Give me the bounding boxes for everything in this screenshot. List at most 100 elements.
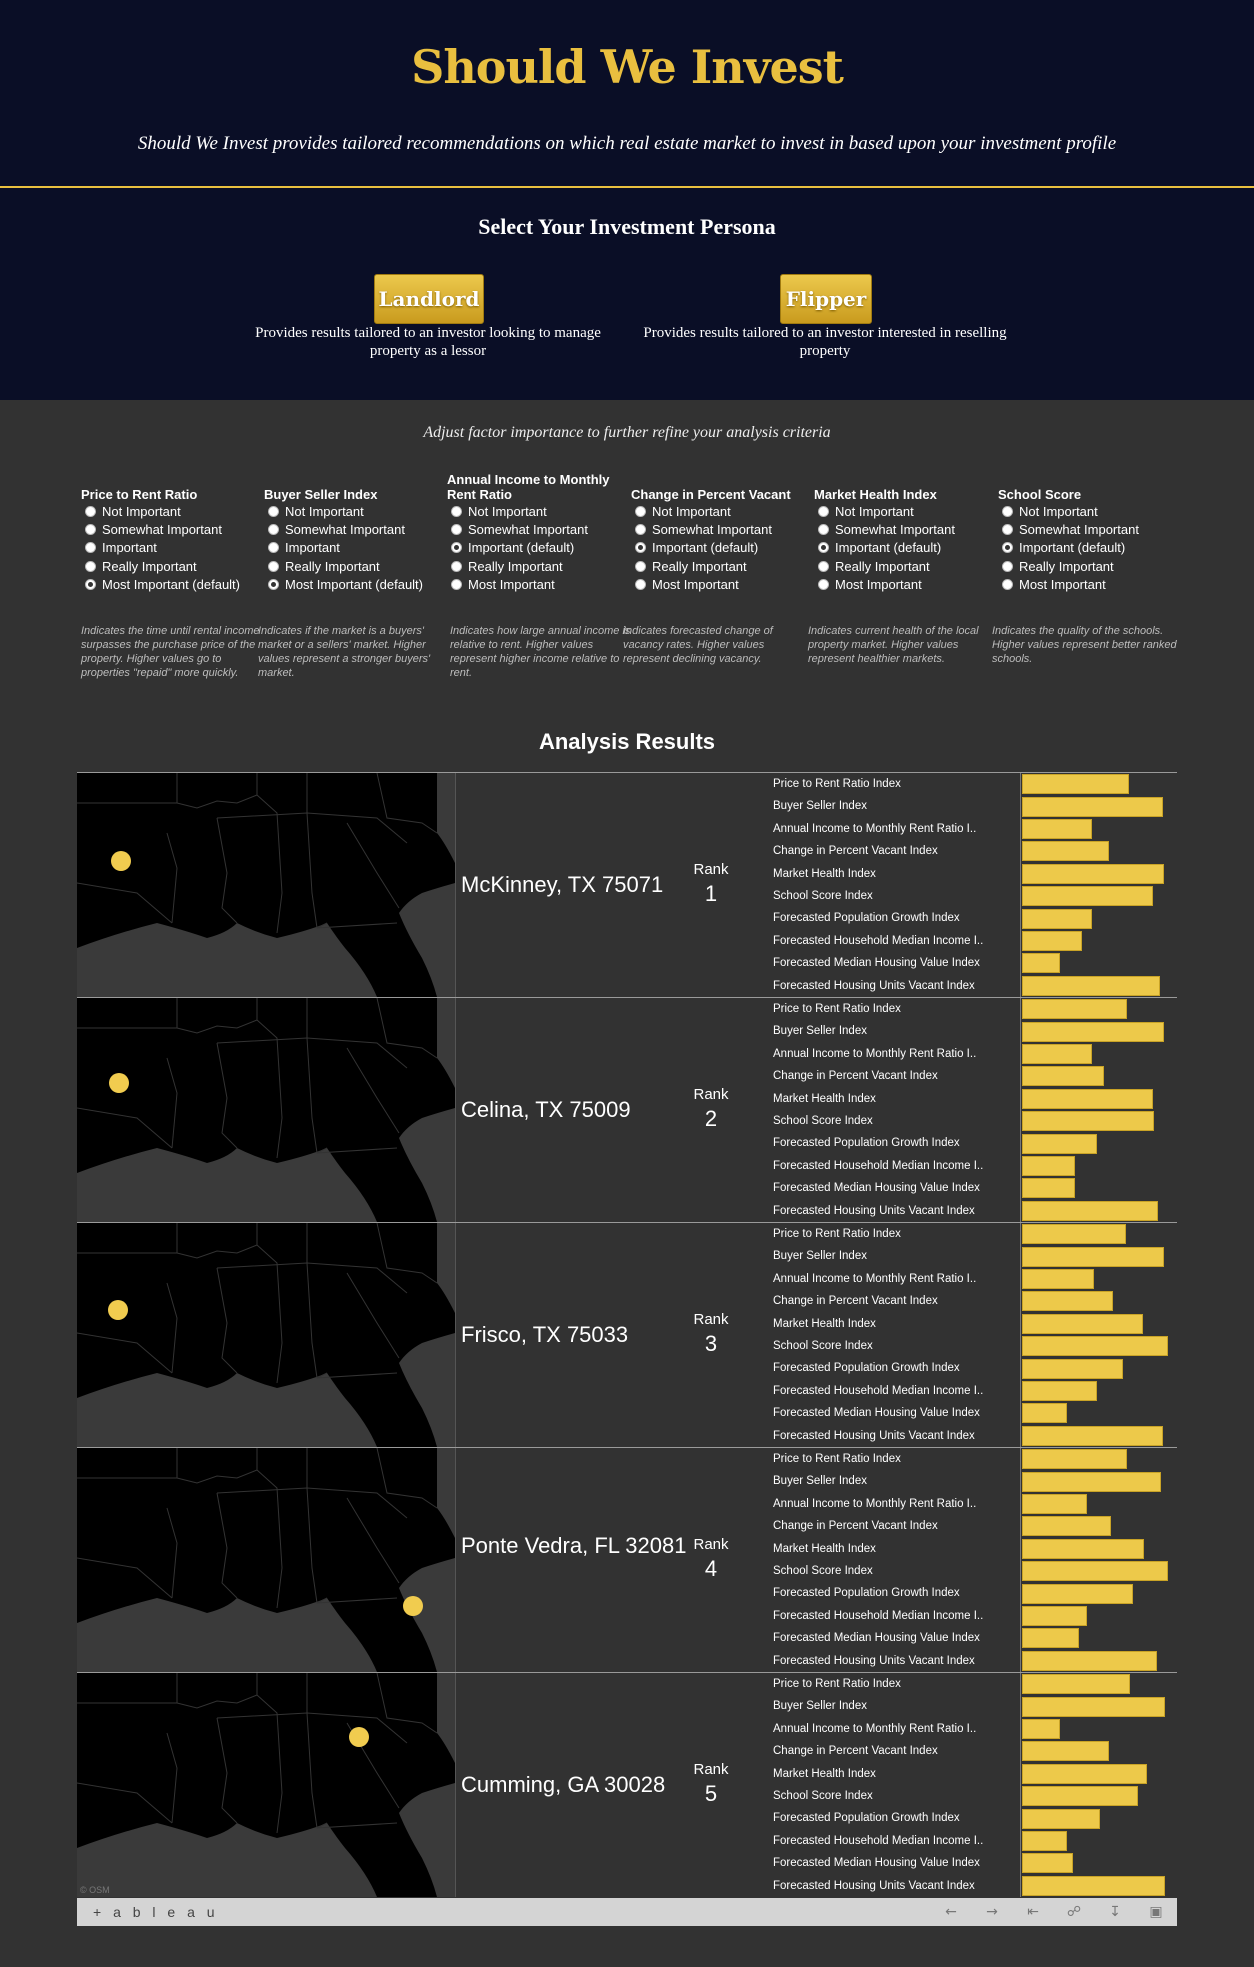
undo-icon[interactable]: ← <box>945 1904 957 1920</box>
radio-button[interactable] <box>268 505 279 517</box>
factor-option[interactable]: Not Important <box>268 502 444 520</box>
metric-bar[interactable] <box>1022 1044 1092 1064</box>
metric-bar[interactable] <box>1022 1674 1130 1695</box>
factor-option[interactable]: Really Important <box>818 557 994 575</box>
metric-bar[interactable] <box>1022 1516 1111 1537</box>
radio-button[interactable] <box>635 560 646 572</box>
metric-bar[interactable] <box>1022 1088 1153 1109</box>
metric-bar[interactable] <box>1022 1786 1138 1807</box>
radio-button[interactable] <box>451 524 462 536</box>
metric-bar[interactable] <box>1022 1494 1087 1514</box>
factor-option[interactable]: Important <box>268 539 444 557</box>
radio-button[interactable] <box>85 579 96 591</box>
metric-bar[interactable] <box>1022 1178 1075 1199</box>
result-row[interactable]: © OSM Cumming, GA 30028 Rank 5 Price to Rent… <box>77 1672 1177 1897</box>
metric-bar[interactable] <box>1022 1831 1067 1851</box>
result-map[interactable]: © OSM <box>77 1673 456 1897</box>
radio-button[interactable] <box>818 579 829 591</box>
metric-bar[interactable] <box>1022 1696 1165 1717</box>
metric-bar[interactable] <box>1022 1133 1097 1154</box>
metric-bar[interactable] <box>1022 1650 1157 1671</box>
metric-bar[interactable] <box>1022 1425 1163 1446</box>
factor-option[interactable]: Not Important <box>85 502 261 520</box>
factor-option[interactable]: Really Important <box>268 557 444 575</box>
radio-button[interactable] <box>451 560 462 572</box>
metric-bar[interactable] <box>1022 1200 1158 1221</box>
factor-option[interactable]: Important <box>85 539 261 557</box>
factor-option[interactable]: Most Important <box>451 576 627 594</box>
result-map[interactable] <box>77 998 456 1222</box>
result-map[interactable] <box>77 1223 456 1447</box>
metric-bar[interactable] <box>1022 999 1127 1020</box>
factor-option[interactable]: Somewhat Important <box>1002 520 1178 538</box>
result-row[interactable]: Ponte Vedra, FL 32081 Rank 4 Price to Rent … <box>77 1447 1177 1672</box>
factor-option[interactable]: Not Important <box>1002 502 1178 520</box>
radio-button[interactable] <box>268 560 279 572</box>
radio-button[interactable] <box>635 524 646 536</box>
radio-button[interactable] <box>451 579 462 591</box>
radio-button[interactable] <box>451 505 462 517</box>
revert-icon[interactable]: ⇤ <box>1027 1904 1039 1920</box>
metric-bar[interactable] <box>1022 1875 1165 1896</box>
factor-option[interactable]: Really Important <box>1002 557 1178 575</box>
radio-button[interactable] <box>268 542 279 554</box>
metric-bar[interactable] <box>1022 908 1092 929</box>
factor-option[interactable]: Really Important <box>85 557 261 575</box>
metric-bar[interactable] <box>1022 1313 1143 1334</box>
radio-button[interactable] <box>635 505 646 517</box>
radio-button[interactable] <box>818 505 829 517</box>
result-row[interactable]: Frisco, TX 75033 Rank 3 Price to Rent Ratio… <box>77 1222 1177 1447</box>
landlord-button[interactable]: Landlord <box>374 274 484 324</box>
metric-bar[interactable] <box>1022 1381 1097 1401</box>
radio-button[interactable] <box>1002 505 1013 517</box>
metric-bar[interactable] <box>1022 841 1109 862</box>
metric-bar[interactable] <box>1022 1291 1113 1312</box>
factor-option[interactable]: Not Important <box>635 502 811 520</box>
factor-option[interactable]: Important (default) <box>635 539 811 557</box>
metric-bar[interactable] <box>1022 1358 1123 1379</box>
metric-bar[interactable] <box>1022 863 1164 884</box>
radio-button[interactable] <box>85 505 96 517</box>
radio-button[interactable] <box>268 524 279 536</box>
factor-option[interactable]: Most Important (default) <box>85 576 261 594</box>
metric-bar[interactable] <box>1022 774 1129 795</box>
metric-bar[interactable] <box>1022 1583 1133 1604</box>
metric-bar[interactable] <box>1022 953 1060 974</box>
metric-bar[interactable] <box>1022 931 1082 951</box>
factor-option[interactable]: Important (default) <box>451 539 627 557</box>
metric-bar[interactable] <box>1022 1269 1094 1289</box>
factor-option[interactable]: Not Important <box>818 502 994 520</box>
radio-button[interactable] <box>818 560 829 572</box>
metric-bar[interactable] <box>1022 1021 1164 1042</box>
metric-bar[interactable] <box>1022 1561 1168 1582</box>
radio-button[interactable] <box>85 542 96 554</box>
factor-option[interactable]: Really Important <box>635 557 811 575</box>
result-map[interactable] <box>77 773 456 997</box>
factor-option[interactable]: Somewhat Important <box>85 520 261 538</box>
radio-button[interactable] <box>85 524 96 536</box>
metric-bar[interactable] <box>1022 1224 1126 1245</box>
metric-bar[interactable] <box>1022 1336 1168 1357</box>
radio-button[interactable] <box>268 579 279 591</box>
radio-button[interactable] <box>1002 524 1013 536</box>
radio-button[interactable] <box>635 542 646 554</box>
factor-option[interactable]: Important (default) <box>1002 539 1178 557</box>
share-icon[interactable]: ☍ <box>1066 1904 1082 1920</box>
metric-bar[interactable] <box>1022 1808 1100 1829</box>
metric-bar[interactable] <box>1022 1853 1073 1874</box>
metric-bar[interactable] <box>1022 975 1160 996</box>
factor-option[interactable]: Most Important (default) <box>268 576 444 594</box>
metric-bar[interactable] <box>1022 1111 1154 1132</box>
radio-button[interactable] <box>1002 542 1013 554</box>
fullscreen-icon[interactable]: ▣ <box>1149 1904 1163 1920</box>
metric-bar[interactable] <box>1022 1471 1161 1492</box>
metric-bar[interactable] <box>1022 819 1092 839</box>
metric-bar[interactable] <box>1022 1741 1109 1762</box>
factor-option[interactable]: Somewhat Important <box>268 520 444 538</box>
flipper-button[interactable]: Flipper <box>780 274 872 324</box>
radio-button[interactable] <box>1002 579 1013 591</box>
metric-bar[interactable] <box>1022 1763 1147 1784</box>
metric-bar[interactable] <box>1022 1066 1104 1087</box>
metric-bar[interactable] <box>1022 1403 1067 1424</box>
factor-option[interactable]: Important (default) <box>818 539 994 557</box>
